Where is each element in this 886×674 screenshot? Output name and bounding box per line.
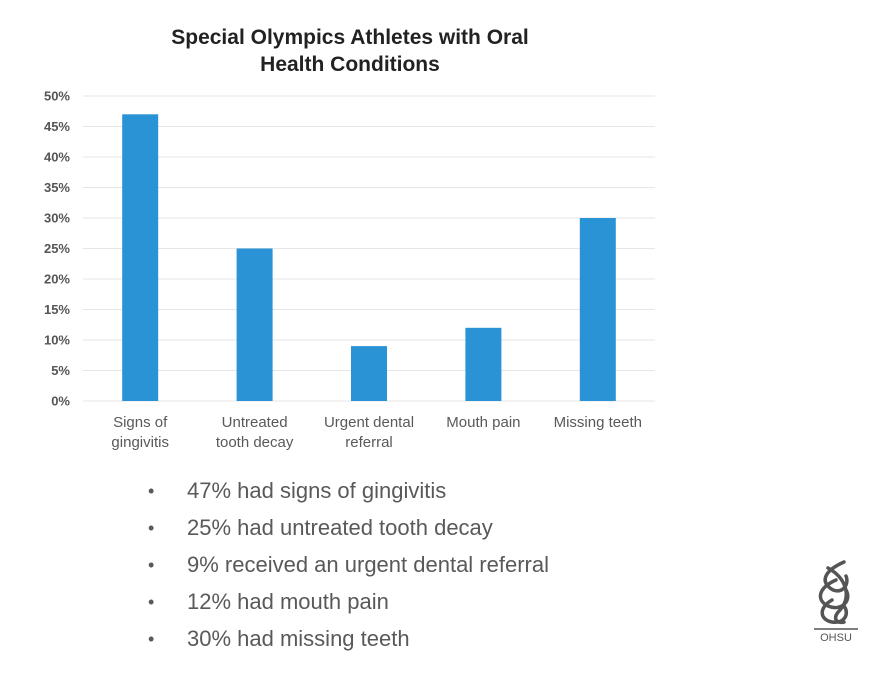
y-tick-label: 30%	[44, 211, 70, 226]
chart-title-line-1: Special Olympics Athletes with Oral	[171, 26, 529, 49]
bullet-text: 12% had mouth pain	[187, 589, 389, 614]
chart-title: Special Olympics Athletes with Oral Heal…	[90, 24, 610, 78]
bullet-item: • 47% had signs of gingivitis	[140, 474, 549, 511]
bar	[579, 218, 616, 401]
y-tick-label: 15%	[44, 302, 70, 317]
y-tick-label: 10%	[44, 333, 70, 348]
bullet-item: • 25% had untreated tooth decay	[140, 511, 549, 548]
bullet-icon: •	[148, 518, 155, 538]
y-tick-label: 25%	[44, 241, 70, 256]
bar	[465, 327, 502, 401]
x-tick-label: Mouth pain	[446, 414, 520, 431]
y-tick-label: 50%	[44, 89, 70, 104]
bullet-text: 30% had missing teeth	[187, 626, 410, 651]
logo-text: OHSU	[820, 632, 852, 644]
bar	[236, 248, 273, 401]
bullet-text: 25% had untreated tooth decay	[187, 515, 493, 540]
y-tick-label: 0%	[51, 394, 70, 409]
x-tick-label: Missing teeth	[554, 414, 642, 431]
x-tick-label: Urgent dental	[324, 414, 414, 431]
chart-title-line-2: Health Conditions	[260, 53, 440, 76]
y-tick-label: 40%	[44, 150, 70, 165]
bar	[122, 114, 159, 402]
x-tick-label: tooth decay	[216, 434, 294, 451]
bullet-item: • 12% had mouth pain	[140, 585, 549, 622]
bar	[351, 346, 387, 401]
bullet-item: • 9% received an urgent dental referral	[140, 548, 549, 585]
bullet-icon: •	[148, 555, 155, 575]
x-tick-label: Untreated	[222, 414, 288, 431]
y-tick-label: 5%	[51, 363, 70, 378]
bar-chart: 0% 5% 10% 15% 20% 25% 30% 35% 40% 45% 50% Signs of g…	[44, 89, 655, 451]
bullet-list: • 47% had signs of gingivitis • 25% had unt…	[140, 474, 549, 659]
bullet-icon: •	[148, 481, 155, 501]
y-tick-label: 20%	[44, 272, 70, 287]
x-tick-label: referral	[345, 434, 393, 451]
ohsu-logo: OHSU	[814, 560, 858, 644]
bullet-text: 47% had signs of gingivitis	[187, 478, 447, 503]
x-tick-label: Signs of	[113, 414, 168, 431]
y-tick-label: 45%	[44, 119, 70, 134]
bullet-item: • 30% had missing teeth	[140, 622, 549, 659]
bullet-icon: •	[148, 592, 155, 612]
bullet-icon: •	[148, 629, 155, 649]
x-tick-label: gingivitis	[111, 434, 169, 451]
bullet-text: 9% received an urgent dental referral	[187, 552, 549, 577]
y-tick-label: 35%	[44, 180, 70, 195]
